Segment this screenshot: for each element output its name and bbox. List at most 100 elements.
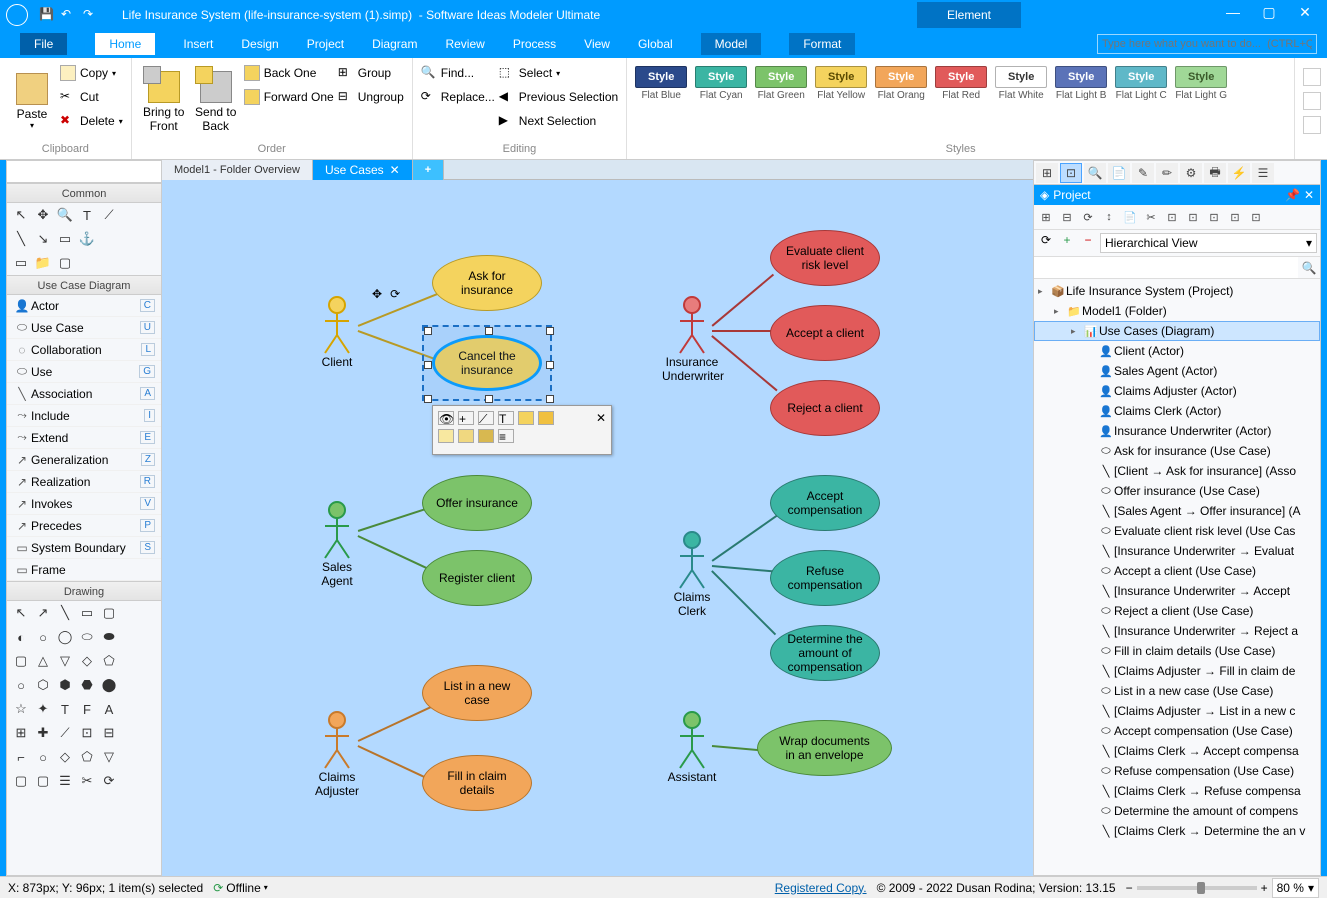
toolbox-section-usecase[interactable]: Use Case Diagram — [7, 275, 161, 295]
draw-25[interactable]: A — [101, 701, 117, 717]
tree-node[interactable]: ⬭Evaluate client risk level (Use Cas — [1034, 521, 1320, 541]
usecase-accept_cl[interactable]: Accept a client — [770, 305, 880, 361]
association-line[interactable] — [358, 706, 431, 741]
toolbox-item-association[interactable]: ╲AssociationA — [7, 383, 161, 405]
tool-hand-icon[interactable]: ✥ — [35, 207, 51, 223]
forward-one-button[interactable]: Forward One — [244, 86, 334, 108]
tree-node[interactable]: 👤Client (Actor) — [1034, 341, 1320, 361]
draw-26[interactable]: ⊞ — [13, 725, 29, 741]
toolbox-item-system-boundary[interactable]: ▭System BoundaryS — [7, 537, 161, 559]
draw-14[interactable]: ◇ — [79, 653, 95, 669]
usecase-acpt_comp[interactable]: Accept compensation — [770, 475, 880, 531]
toolbox-item-actor[interactable]: 👤ActorC — [7, 295, 161, 317]
qs-fill-icon[interactable] — [518, 411, 534, 425]
tt-3[interactable]: ⟳ — [1079, 208, 1097, 226]
tree-expand-icon[interactable]: ▸ — [1071, 326, 1083, 337]
draw-13[interactable]: ▽ — [57, 653, 73, 669]
pin-icon[interactable]: 📌 — [1285, 185, 1300, 205]
resize-handle[interactable] — [424, 361, 432, 369]
actor-adjuster[interactable]: Claims Adjuster — [307, 710, 367, 798]
tree-node[interactable]: ╲[Claims Adjuster → Fill in claim de — [1034, 661, 1320, 681]
toolbox-search-input[interactable] — [7, 161, 162, 182]
toolbox-item-frame[interactable]: ▭Frame — [7, 559, 161, 581]
ribbon-tab-model[interactable]: Model — [701, 33, 762, 55]
tree-node[interactable]: ▸📁Model1 (Folder) — [1034, 301, 1320, 321]
ribbon-tab-process[interactable]: Process — [513, 37, 556, 51]
tree-node[interactable]: ⬭Refuse compensation (Use Case) — [1034, 761, 1320, 781]
resize-handle[interactable] — [424, 395, 432, 403]
close-icon[interactable]: ✕ — [1287, 4, 1323, 26]
tool-anchor-icon[interactable]: ⚓ — [79, 231, 95, 247]
ribbon-tab-global[interactable]: Global — [638, 37, 673, 51]
tool-connect-icon[interactable]: ⟋ — [101, 207, 117, 223]
qs-close-icon[interactable]: ✕ — [596, 411, 606, 425]
style-Flat Light B[interactable]: Style — [1055, 66, 1107, 88]
tool-line-icon[interactable]: ╲ — [13, 231, 29, 247]
tt-7[interactable]: ⊡ — [1163, 208, 1181, 226]
menu-file[interactable]: File — [20, 33, 67, 55]
dock-btn-6[interactable]: ✏ — [1156, 163, 1178, 183]
bring-to-front-button[interactable]: Bring to Front — [140, 62, 188, 141]
zoom-in-icon[interactable]: + — [1261, 881, 1268, 895]
toolbox-section-drawing[interactable]: Drawing — [7, 581, 161, 601]
usecase-det_comp[interactable]: Determine the amount of compensation — [770, 625, 880, 681]
resize-handle[interactable] — [546, 361, 554, 369]
usecase-list_case[interactable]: List in a new case — [422, 665, 532, 721]
close-tab-icon[interactable]: ✕ — [390, 160, 400, 180]
draw-32[interactable]: ○ — [35, 749, 51, 765]
group-button[interactable]: ⊞Group — [338, 62, 404, 84]
status-offline[interactable]: ⟳Offline▾ — [213, 881, 268, 895]
toolbox-item-generalization[interactable]: ↗GeneralizationZ — [7, 449, 161, 471]
tree-node[interactable]: ⬭Offer insurance (Use Case) — [1034, 481, 1320, 501]
resize-handle[interactable] — [485, 395, 493, 403]
tab-usecases[interactable]: Use Cases✕ — [313, 160, 413, 180]
dock-btn-7[interactable]: ⚙ — [1180, 163, 1202, 183]
actor-client[interactable]: Client — [307, 295, 367, 369]
qs-lines-icon[interactable]: ≡ — [498, 429, 514, 443]
actor-underwriter[interactable]: Insurance Underwriter — [662, 295, 722, 383]
toolbox-section-common[interactable]: Common — [7, 183, 161, 203]
tree-node[interactable]: ╲[Claims Clerk → Accept compensa — [1034, 741, 1320, 761]
draw-1[interactable]: ↖ — [13, 605, 29, 621]
usecase-wrap[interactable]: Wrap documents in an envelope — [757, 720, 892, 776]
tt-8[interactable]: ⊡ — [1184, 208, 1202, 226]
dock-btn-8[interactable]: 🖶 — [1204, 163, 1226, 183]
save-icon[interactable]: 💾 — [39, 7, 55, 23]
draw-11[interactable]: ▢ — [13, 653, 29, 669]
qs-shade-3[interactable] — [478, 429, 494, 443]
toolbox-item-extend[interactable]: ⤳ExtendE — [7, 427, 161, 449]
style-Flat Red[interactable]: Style — [935, 66, 987, 88]
usecase-offer[interactable]: Offer insurance — [422, 475, 532, 531]
tool-note-icon[interactable]: ▭ — [57, 231, 73, 247]
tt-11[interactable]: ⊡ — [1247, 208, 1265, 226]
resize-handle[interactable] — [485, 327, 493, 335]
tree-node[interactable]: ⬭List in a new case (Use Case) — [1034, 681, 1320, 701]
draw-9[interactable]: ⬭ — [79, 629, 95, 645]
tree-node[interactable]: 👤Sales Agent (Actor) — [1034, 361, 1320, 381]
tt-2[interactable]: ⊟ — [1058, 208, 1076, 226]
toolbox-item-realization[interactable]: ↗RealizationR — [7, 471, 161, 493]
draw-3[interactable]: ╲ — [57, 605, 73, 621]
draw-27[interactable]: ✚ — [35, 725, 51, 741]
command-search-input[interactable] — [1097, 34, 1317, 54]
select-button[interactable]: ⬚Select▾ — [499, 62, 618, 84]
tab-model1[interactable]: Model1 - Folder Overview — [162, 160, 313, 180]
style-Flat Orang[interactable]: Style — [875, 66, 927, 88]
ribbon-tab-diagram[interactable]: Diagram — [372, 37, 417, 51]
ribbon-tab-review[interactable]: Review — [445, 37, 484, 51]
ribbon-tab-insert[interactable]: Insert — [183, 37, 213, 51]
tree-node[interactable]: ╲[Client → Ask for insurance] (Asso — [1034, 461, 1320, 481]
tool-folder-icon[interactable]: 📁 — [35, 255, 51, 271]
tool-text-icon[interactable]: T — [79, 207, 95, 223]
tree-node[interactable]: ╲[Claims Adjuster → List in a new c — [1034, 701, 1320, 721]
draw-24[interactable]: F — [79, 701, 95, 717]
tree-node[interactable]: 👤Claims Clerk (Actor) — [1034, 401, 1320, 421]
tt-1[interactable]: ⊞ — [1037, 208, 1055, 226]
qs-shade-1[interactable] — [438, 429, 454, 443]
actor-assistant[interactable]: Assistant — [662, 710, 722, 784]
tree-expand-icon[interactable]: ▸ — [1038, 286, 1050, 297]
draw-38[interactable]: ☰ — [57, 773, 73, 789]
draw-30[interactable]: ⊟ — [101, 725, 117, 741]
copy-button[interactable]: Copy▾ — [60, 62, 123, 84]
actor-sales[interactable]: Sales Agent — [307, 500, 367, 588]
